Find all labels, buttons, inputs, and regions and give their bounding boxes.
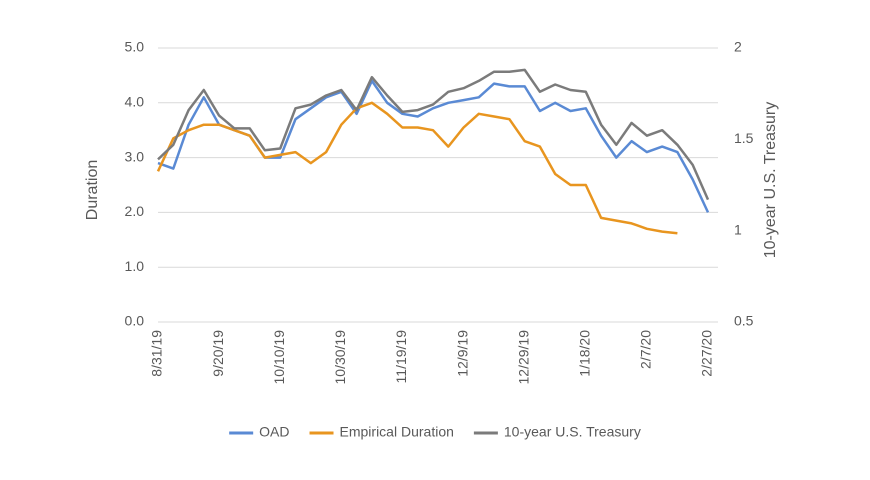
- y-tick-label: 2.0: [125, 203, 145, 219]
- legend-label: OAD: [259, 424, 289, 440]
- legend-label: Empirical Duration: [340, 424, 454, 440]
- y-tick-label: 1.0: [125, 258, 145, 274]
- y-tick-label: 0.0: [125, 313, 145, 329]
- x-tick-label: 11/19/19: [393, 330, 409, 384]
- series-line: [157, 79, 710, 213]
- x-tick-label: 10/10/19: [271, 330, 287, 385]
- x-tick-label: 2/27/20: [699, 330, 715, 377]
- y-axis-title: Duration: [84, 160, 101, 220]
- x-tick-label: 12/9/19: [454, 330, 470, 377]
- y-tick-label: 5.0: [125, 39, 145, 55]
- x-tick-label: 9/20/19: [210, 330, 226, 377]
- x-tick-label: 10/30/19: [332, 330, 348, 385]
- y2-tick-label: 1: [734, 221, 742, 237]
- y2-tick-label: 2: [734, 39, 742, 55]
- series-line: [157, 68, 710, 201]
- x-tick-label: 1/18/20: [576, 330, 592, 377]
- legend-label: 10-year U.S. Treasury: [504, 424, 641, 440]
- y-tick-label: 3.0: [125, 148, 145, 164]
- y2-axis-title: 10-year U.S. Treasury: [762, 102, 779, 259]
- x-tick-label: 8/31/19: [149, 330, 165, 377]
- x-tick-label: 2/7/20: [638, 330, 654, 369]
- y2-tick-label: 0.5: [734, 313, 754, 329]
- x-tick-label: 12/29/19: [515, 330, 531, 385]
- series-line: [156, 101, 678, 235]
- y-tick-label: 4.0: [125, 94, 145, 110]
- y2-tick-label: 1.5: [734, 130, 754, 146]
